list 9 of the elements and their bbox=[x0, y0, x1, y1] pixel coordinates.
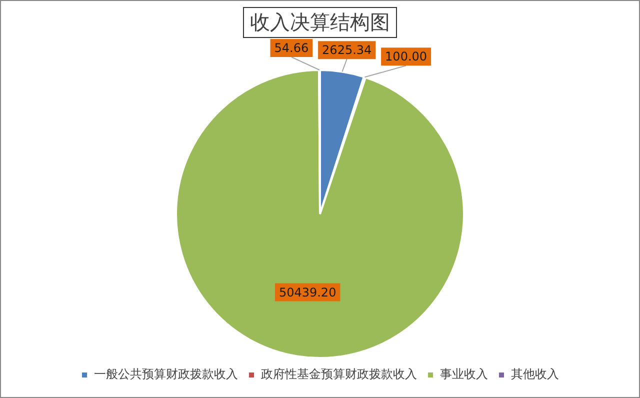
legend-label: 其他收入 bbox=[511, 367, 559, 382]
data-label: 100.00 bbox=[385, 50, 428, 64]
data-label: 2625.34 bbox=[322, 43, 372, 58]
data-label: 54.66 bbox=[274, 41, 309, 56]
chart-title: 收入决算结构图 bbox=[243, 7, 397, 38]
legend-label: 政府性基金预算财政拨款收入 bbox=[261, 367, 417, 382]
data-label: 50439.20 bbox=[278, 285, 336, 300]
legend-label: 事业收入 bbox=[440, 367, 488, 382]
legend-label: 一般公共预算财政拨款收入 bbox=[94, 367, 238, 382]
